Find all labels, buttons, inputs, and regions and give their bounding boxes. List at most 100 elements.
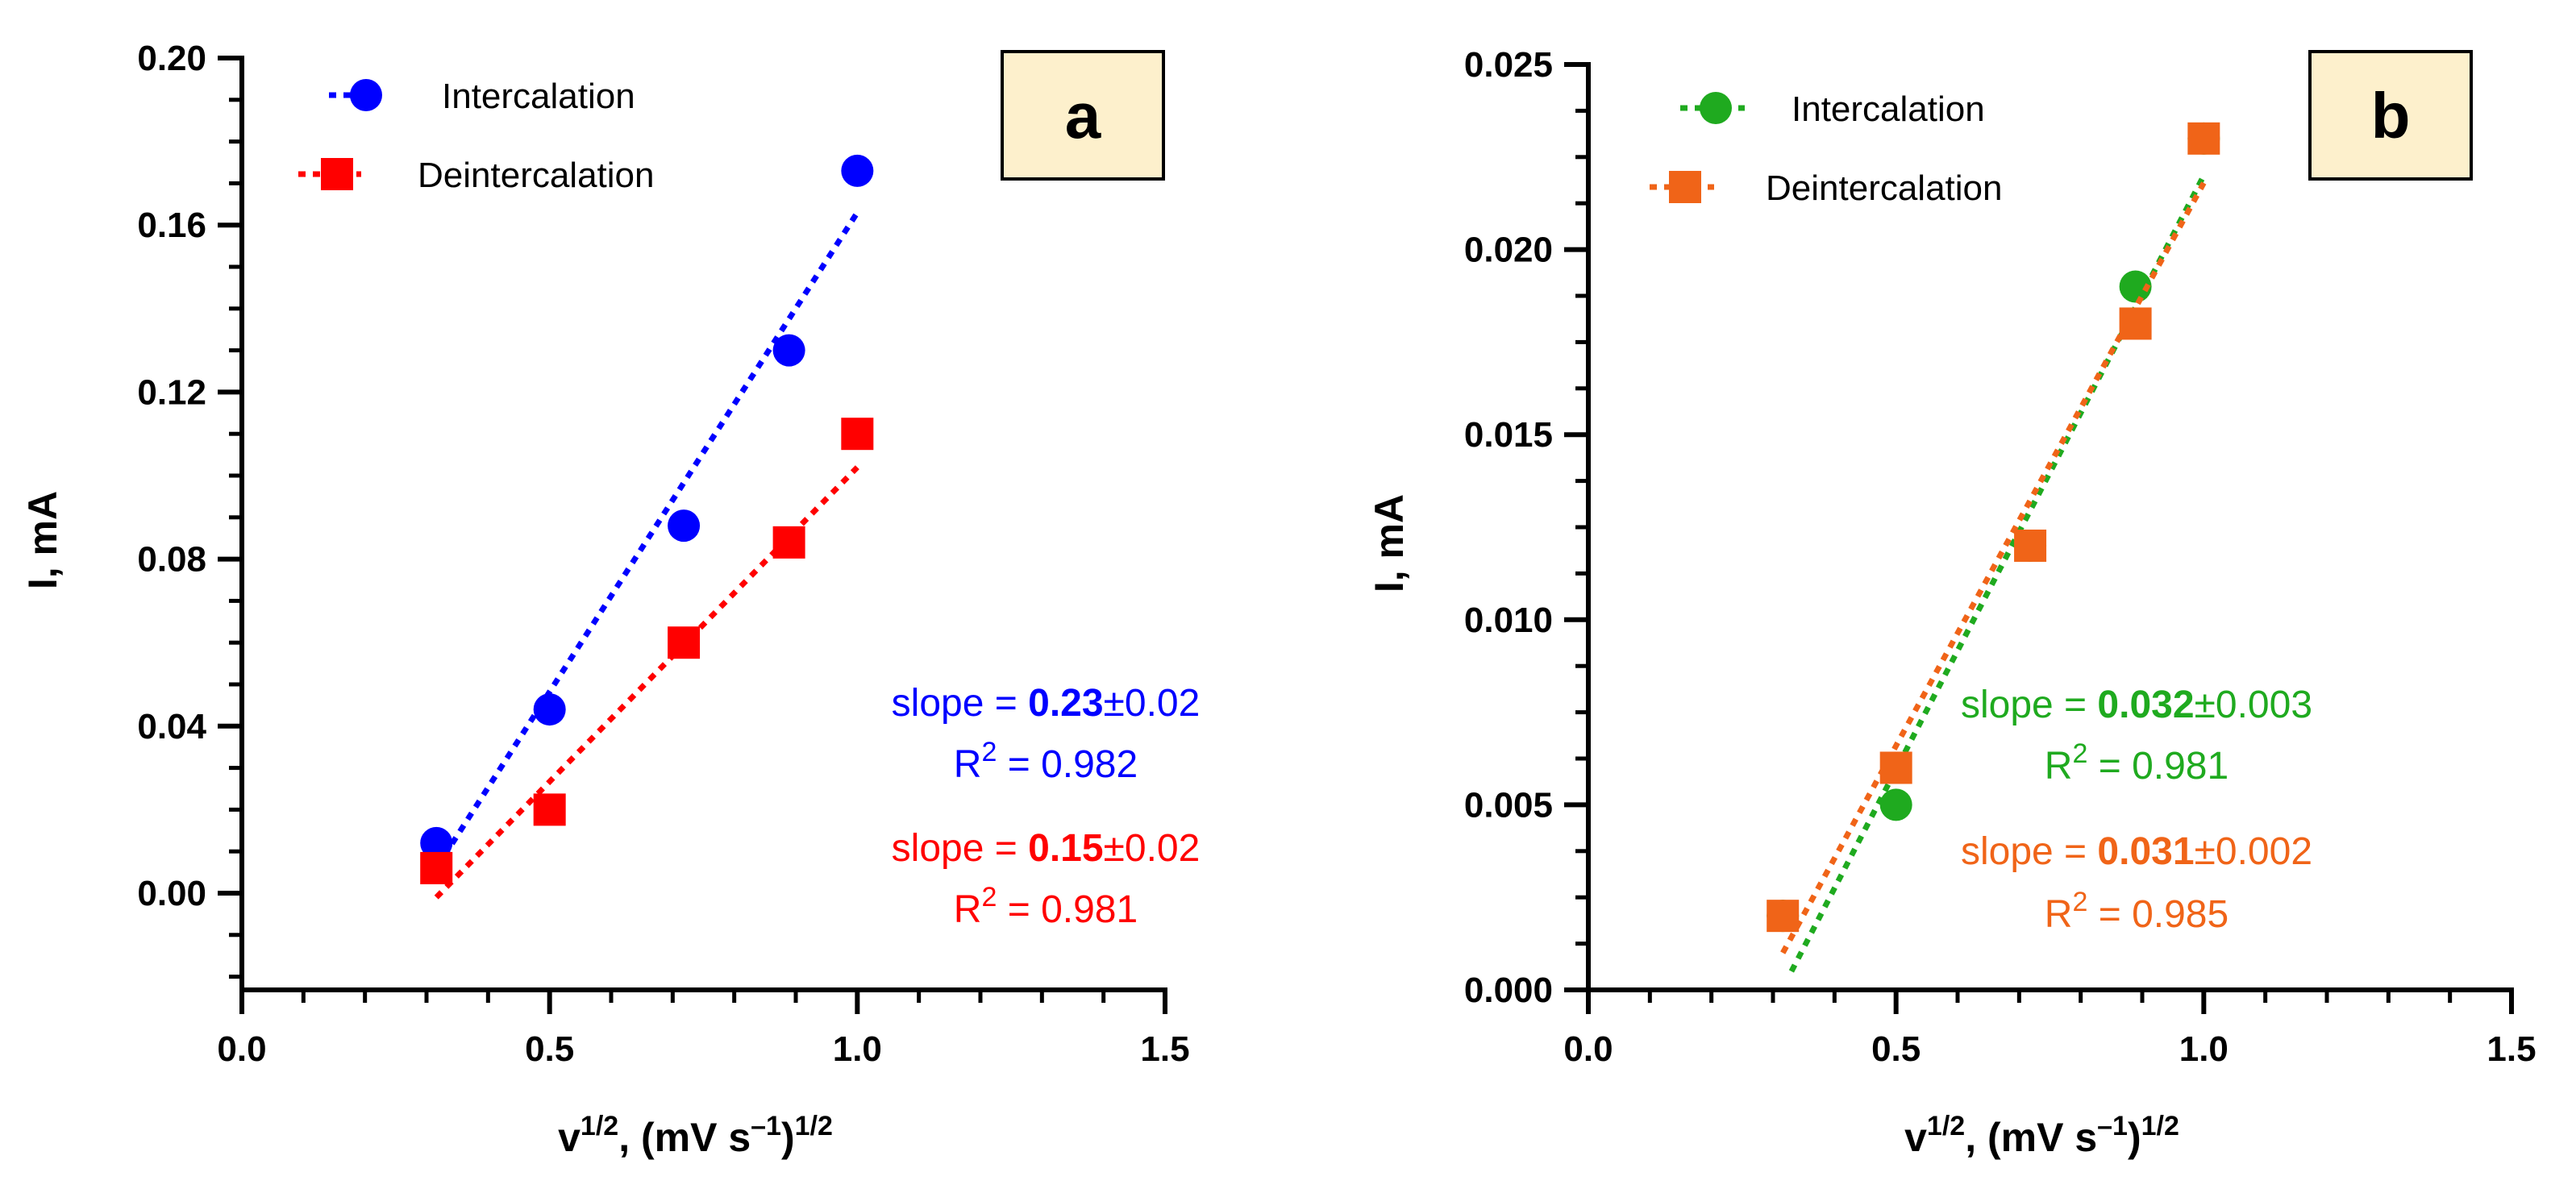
legend-label-deintercalation: Deintercalation xyxy=(1766,168,2003,208)
data-point-intercalation xyxy=(772,334,805,367)
y-tick-label: 0.16 xyxy=(137,206,206,245)
r2-label: R xyxy=(954,888,982,931)
data-point-deintercalation xyxy=(1879,751,1912,784)
legend-label-intercalation: Intercalation xyxy=(442,77,635,116)
slope-annotation-intercalation: slope = 0.032±0.003 xyxy=(1961,684,2312,726)
panel-label-box xyxy=(1001,50,1165,181)
panel-label: b xyxy=(2371,80,2411,152)
x-axis-title-mid-sup: –1 xyxy=(2097,1111,2128,1141)
r2-annotation-intercalation: R2 = 0.981 xyxy=(2045,738,2229,788)
data-point-intercalation xyxy=(1879,788,1912,821)
x-axis-title-end-sup: 1/2 xyxy=(795,1111,833,1141)
r2-value: = 0.981 xyxy=(997,888,1138,931)
y-axis-title: I, mA xyxy=(20,491,65,589)
data-point-deintercalation xyxy=(2187,122,2220,155)
data-point-deintercalation xyxy=(420,851,453,884)
r2-superscript: 2 xyxy=(981,882,997,913)
y-tick-label: 0.12 xyxy=(137,372,206,412)
slope-error: ±0.003 xyxy=(2195,684,2312,726)
r2-annotation-deintercalation: R2 = 0.981 xyxy=(954,882,1138,931)
x-axis-title-base-sup: 1/2 xyxy=(1927,1111,1965,1141)
x-tick-label: 0.5 xyxy=(1871,1029,1921,1069)
x-tick-label: 1.0 xyxy=(2179,1029,2229,1069)
x-axis-title-base: v xyxy=(558,1115,581,1160)
slope-label: slope = xyxy=(1961,684,2097,726)
x-axis-title-mid: , (mV s xyxy=(618,1115,751,1160)
y-tick-label: 0.010 xyxy=(1464,601,1553,640)
legend-marker-intercalation xyxy=(1700,92,1732,124)
r2-superscript: 2 xyxy=(981,737,997,767)
y-tick-label: 0.20 xyxy=(137,39,206,78)
data-point-deintercalation xyxy=(1767,900,1800,933)
slope-label: slope = xyxy=(892,827,1028,870)
r2-superscript: 2 xyxy=(2072,887,2087,917)
data-point-intercalation xyxy=(668,509,701,543)
x-tick-label: 1.5 xyxy=(2487,1029,2536,1069)
panel-label: a xyxy=(1065,80,1101,152)
x-axis-title: v1/2, (mV s–1)1/2 xyxy=(558,1111,833,1160)
y-tick-label: 0.00 xyxy=(137,874,206,913)
data-point-intercalation xyxy=(841,154,874,187)
r2-value: = 0.985 xyxy=(2087,893,2229,936)
data-point-deintercalation xyxy=(2014,529,2047,562)
x-tick-label: 0.0 xyxy=(217,1029,266,1069)
data-point-deintercalation xyxy=(668,626,701,659)
r2-value: = 0.981 xyxy=(2087,745,2229,788)
y-tick-label: 0.015 xyxy=(1464,415,1553,455)
x-axis-title-mid: , (mV s xyxy=(1965,1115,2097,1160)
r2-label: R xyxy=(954,743,982,786)
r2-annotation-deintercalation: R2 = 0.985 xyxy=(2045,887,2229,936)
y-tick-label: 0.025 xyxy=(1464,45,1553,85)
x-tick-label: 0.0 xyxy=(1563,1029,1613,1069)
x-tick-label: 1.5 xyxy=(1140,1029,1189,1069)
data-point-intercalation xyxy=(2119,270,2152,303)
x-tick-label: 1.0 xyxy=(833,1029,882,1069)
slope-error: ±0.02 xyxy=(1104,827,1201,870)
x-axis-title-base-sup: 1/2 xyxy=(581,1111,618,1141)
x-axis-title-base: v xyxy=(1904,1115,1927,1160)
y-tick-label: 0.000 xyxy=(1464,971,1553,1010)
slope-label: slope = xyxy=(1961,830,2097,873)
y-tick-label: 0.08 xyxy=(137,540,206,580)
panel-label-box xyxy=(2308,50,2473,181)
legend-marker-intercalation xyxy=(350,79,382,111)
data-point-deintercalation xyxy=(841,418,874,451)
legend-label-intercalation: Intercalation xyxy=(1792,89,1985,129)
chart-panel-a: 0.00 0.04 0.08 0.12 0.16 0.20 0.0 0.5 1.0 1.5 I, m… xyxy=(20,39,1200,1160)
x-axis-title-end: ) xyxy=(781,1115,795,1160)
data-point-deintercalation xyxy=(772,526,805,559)
slope-annotation-deintercalation: slope = 0.031±0.002 xyxy=(1961,830,2312,873)
r2-label: R xyxy=(2045,893,2073,936)
slope-label: slope = xyxy=(892,682,1028,725)
chart-panel-b: 0.000 0.005 0.010 0.015 0.020 0.025 0.0 0.5 1.0 1… xyxy=(1367,45,2536,1160)
x-tick-label: 0.5 xyxy=(525,1029,574,1069)
slope-annotation-intercalation: slope = 0.23±0.02 xyxy=(892,682,1201,725)
slope-error: ±0.02 xyxy=(1104,682,1201,725)
r2-annotation-intercalation: R2 = 0.982 xyxy=(954,737,1138,786)
y-tick-label: 0.04 xyxy=(137,707,206,746)
x-axis-title-end-sup: 1/2 xyxy=(2141,1111,2179,1141)
legend-label-deintercalation: Deintercalation xyxy=(418,156,655,195)
y-axis-title: I, mA xyxy=(1367,494,1412,592)
r2-value: = 0.982 xyxy=(997,743,1138,786)
r2-superscript: 2 xyxy=(2072,738,2087,769)
slope-error: ±0.002 xyxy=(2195,830,2312,873)
data-point-deintercalation xyxy=(2119,307,2152,340)
slope-value: 0.23 xyxy=(1028,682,1103,725)
x-axis-title-mid-sup: –1 xyxy=(751,1111,781,1141)
data-point-deintercalation xyxy=(533,793,566,826)
legend-marker-deintercalation xyxy=(1669,171,1701,203)
y-tick-label: 0.005 xyxy=(1464,785,1553,825)
x-axis-title-end: ) xyxy=(2128,1115,2141,1160)
slope-value: 0.032 xyxy=(2097,684,2194,726)
x-axis-title: v1/2, (mV s–1)1/2 xyxy=(1904,1111,2179,1160)
slope-annotation-deintercalation: slope = 0.15±0.02 xyxy=(892,827,1201,870)
slope-value: 0.031 xyxy=(2097,830,2194,873)
data-point-intercalation xyxy=(420,826,453,859)
slope-value: 0.15 xyxy=(1028,827,1103,870)
y-tick-label: 0.020 xyxy=(1464,231,1553,270)
r2-label: R xyxy=(2045,745,2073,788)
data-point-intercalation xyxy=(533,693,566,726)
legend-marker-deintercalation xyxy=(321,158,353,190)
